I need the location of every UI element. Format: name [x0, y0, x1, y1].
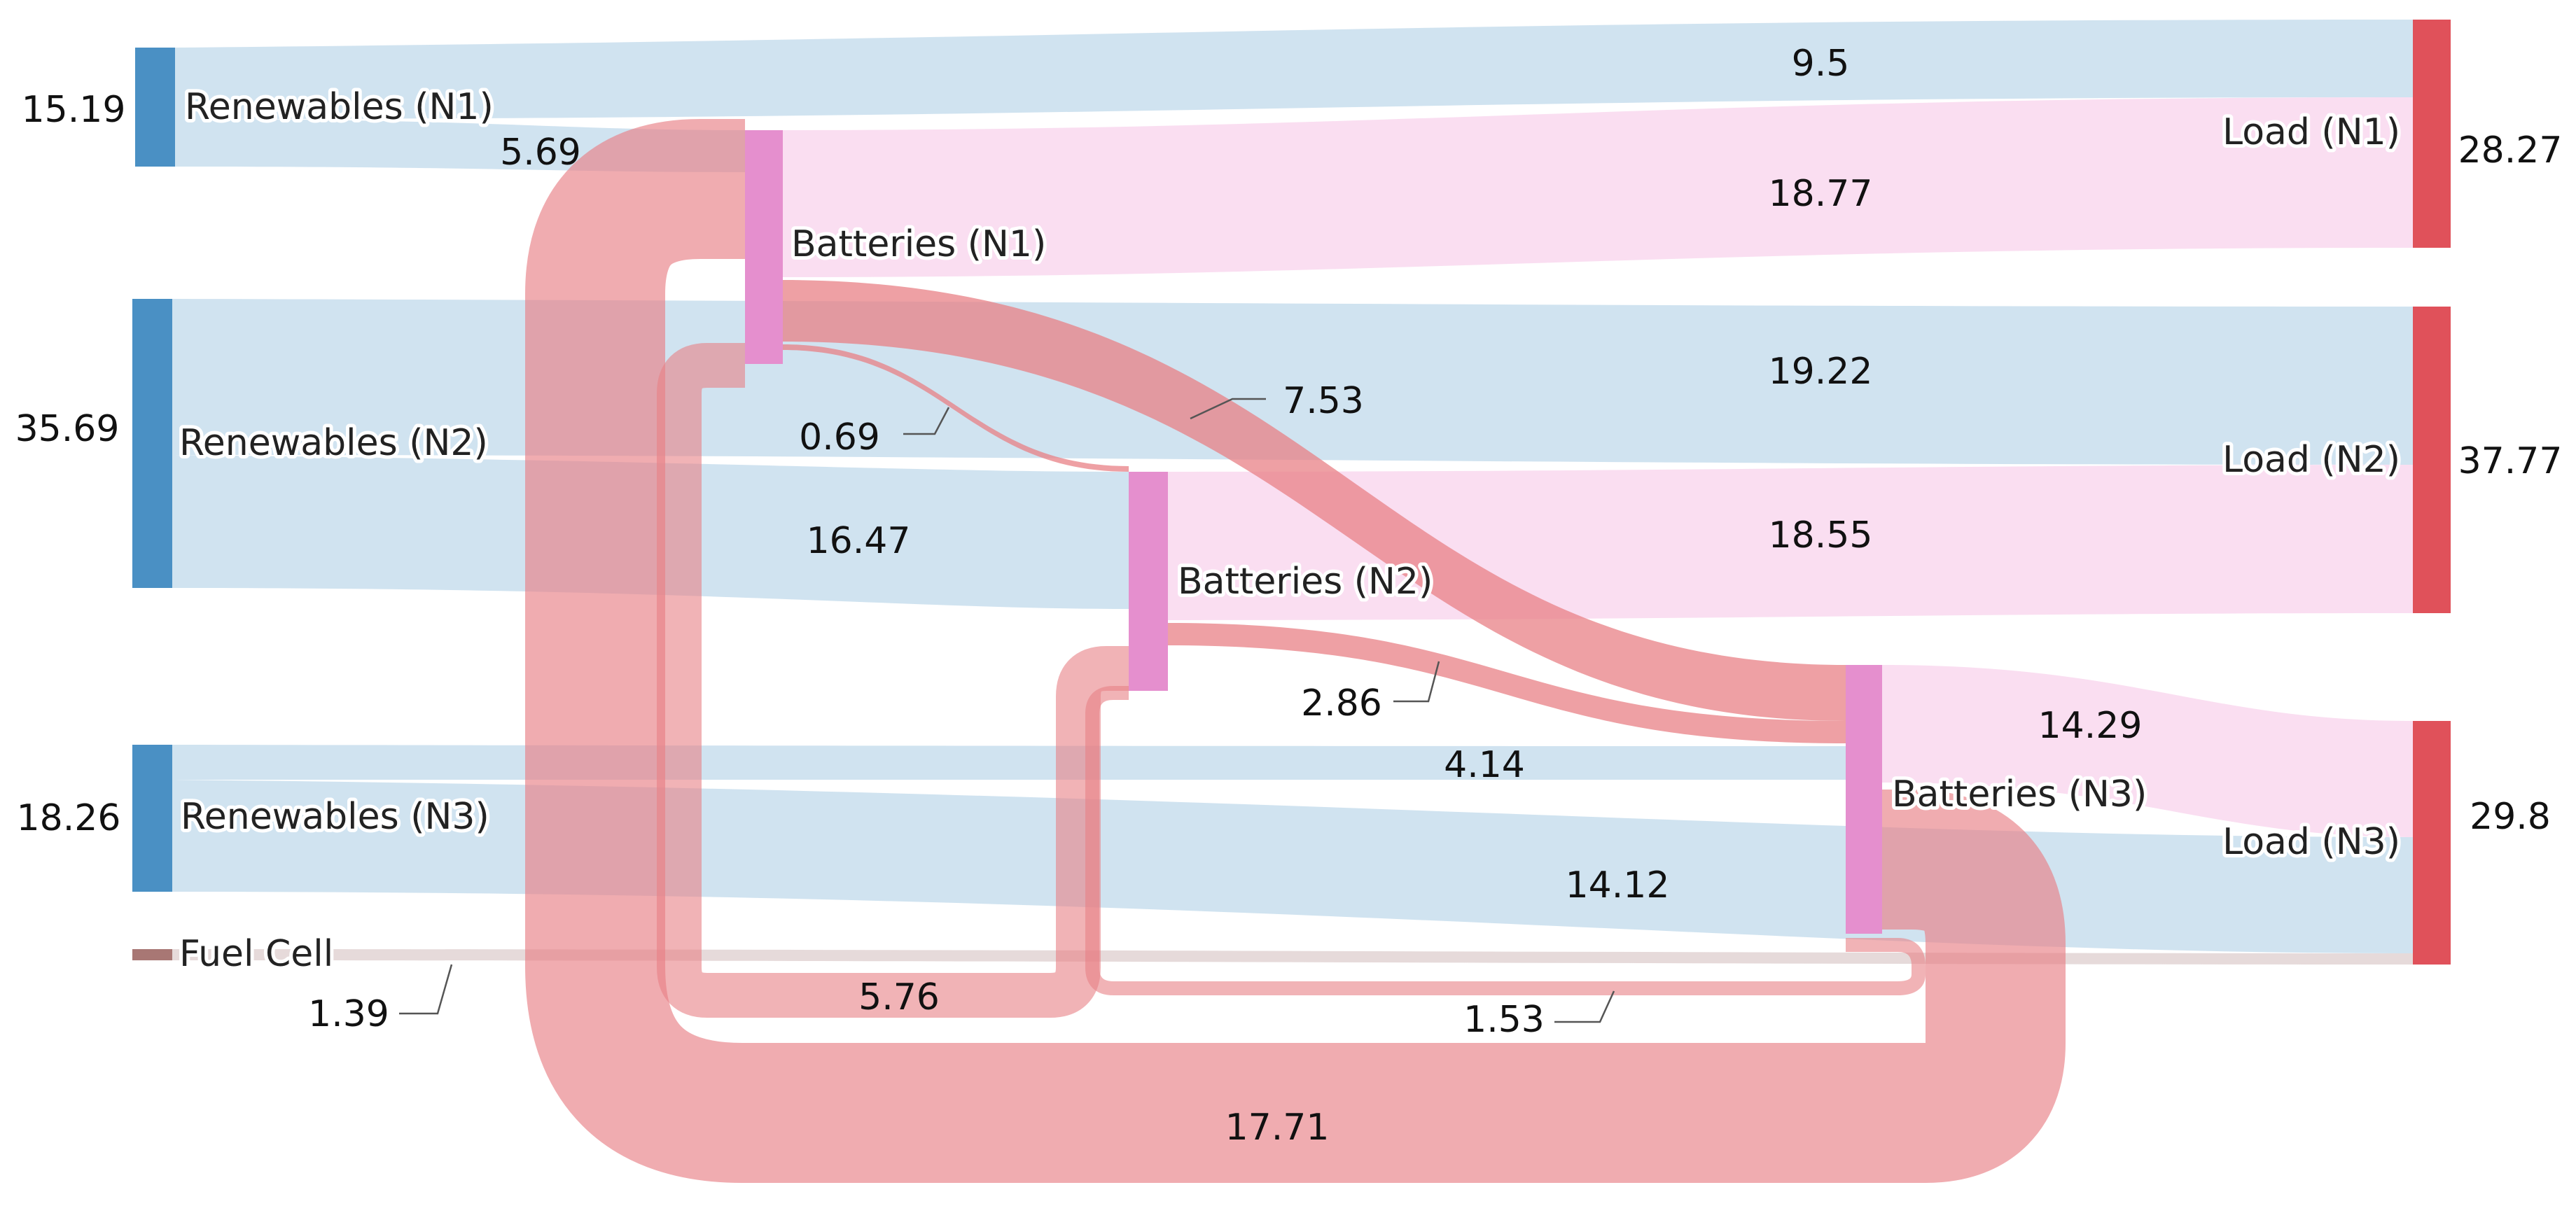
link-fuel-cell-load-n3[interactable] [172, 949, 2413, 965]
node-labels: Renewables (N1) Renewables (N2) Renewabl… [176, 83, 2404, 979]
node-fuel-cell[interactable] [132, 949, 172, 960]
flow-label-14-29: 14.29 [2038, 705, 2143, 747]
value-renewables-n2: 35.69 [15, 408, 120, 450]
leader-0-69 [903, 407, 950, 435]
value-load-n1: 28.27 [2458, 129, 2563, 171]
value-renewables-n3: 18.26 [17, 797, 121, 839]
flow-label-1-53: 1.53 [1463, 999, 1545, 1041]
flow-label-5-76: 5.76 [858, 976, 940, 1018]
value-load-n3: 29.8 [2470, 796, 2551, 838]
flow-label-18-77: 18.77 [1769, 173, 1873, 215]
label-load-n3: Load (N3) [2222, 821, 2400, 863]
link-batteries-n1-batteries-n2[interactable] [783, 344, 1129, 472]
link-batteries-n1-load-n1[interactable] [783, 97, 2413, 277]
flow-label-9-5: 9.5 [1792, 43, 1850, 85]
link-batteries-n3-batteries-n1[interactable] [525, 119, 2066, 1183]
link-renewables-n2-load-n2[interactable] [172, 299, 2413, 465]
leader-7-53 [1190, 398, 1266, 420]
flow-label-2-86: 2.86 [1301, 682, 1382, 724]
leader-1-53 [1554, 990, 1615, 1023]
flow-label-7-53: 7.53 [1283, 380, 1364, 422]
flow-label-16-47: 16.47 [807, 520, 911, 562]
node-renewables-n2[interactable] [132, 299, 172, 588]
label-load-n1: Load (N1) [2222, 111, 2400, 153]
node-load-n1[interactable] [2413, 20, 2451, 248]
label-renewables-n2: Renewables (N2) [179, 422, 488, 464]
node-load-n3[interactable] [2413, 721, 2451, 965]
node-renewables-n3[interactable] [132, 745, 172, 892]
label-batteries-n1: Batteries (N1) [791, 223, 1046, 265]
nodes [132, 20, 2451, 965]
flow-label-17-71: 17.71 [1225, 1107, 1330, 1149]
link-batteries-n3-batteries-n2[interactable] [1085, 686, 1926, 995]
link-batteries-n3-load-n3[interactable] [1882, 665, 2413, 837]
link-renewables-n1-load-n1[interactable] [175, 20, 2413, 119]
leader-2-86 [1393, 661, 1440, 703]
label-renewables-n1: Renewables (N1) [185, 86, 494, 128]
flow-labels: 9.5 5.69 18.77 19.22 16.47 18.55 7.53 0.… [308, 43, 2142, 1149]
label-load-n2: Load (N2) [2222, 439, 2400, 481]
value-renewables-n1: 15.19 [22, 89, 126, 131]
link-batteries-n2-batteries-n1[interactable] [657, 343, 1129, 1018]
flow-label-4-14: 4.14 [1444, 744, 1525, 786]
flow-label-0-69: 0.69 [799, 416, 880, 458]
label-fuel-cell: Fuel Cell [179, 933, 333, 975]
link-batteries-n1-batteries-n3[interactable] [783, 280, 1846, 721]
label-batteries-n2: Batteries (N2) [1178, 561, 1433, 603]
node-batteries-n1[interactable] [745, 130, 783, 364]
flow-label-19-22: 19.22 [1769, 351, 1873, 393]
leader-1-39 [399, 964, 453, 1015]
link-renewables-n3-batteries-n3[interactable] [172, 745, 1846, 780]
node-load-n2[interactable] [2413, 307, 2451, 613]
value-load-n2: 37.77 [2458, 440, 2563, 482]
link-batteries-n2-batteries-n3[interactable] [1168, 623, 1846, 743]
node-value-labels: 15.19 35.69 18.26 28.27 37.77 29.8 [15, 89, 2563, 839]
node-batteries-n3[interactable] [1846, 665, 1882, 934]
node-batteries-n2[interactable] [1129, 472, 1168, 691]
label-batteries-n3: Batteries (N3) [1892, 773, 2147, 815]
flow-label-1-39: 1.39 [308, 993, 389, 1035]
flow-label-5-69: 5.69 [500, 132, 581, 174]
flow-label-14-12: 14.12 [1566, 864, 1670, 906]
leader-lines [399, 398, 1615, 1023]
flow-label-18-55: 18.55 [1769, 514, 1873, 556]
label-renewables-n3: Renewables (N3) [181, 796, 489, 838]
node-renewables-n1[interactable] [135, 48, 175, 167]
